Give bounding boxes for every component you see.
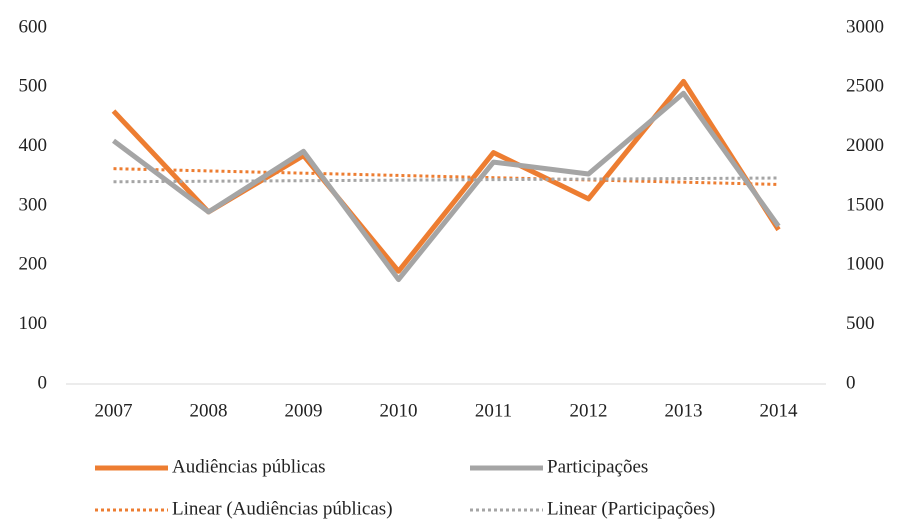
x-tick-label: 2009 [285,400,323,421]
trendline [113,176,779,184]
y-tick-label: 400 [19,135,48,156]
x-tick-label: 2014 [760,400,799,421]
y-tick-label: 300 [19,194,48,215]
y-tick-label: 0 [38,372,48,393]
x-tick-label: 2007 [95,400,133,421]
legend-label: Linear (Audiências públicas) [172,498,393,519]
x-tick-label: 2008 [190,400,228,421]
x-tick-label: 2010 [380,400,418,421]
series-line [112,90,781,283]
y2-tick-label: 0 [846,372,856,393]
y2-tick-label: 1000 [846,254,884,275]
y2-tick-label: 1500 [846,194,884,215]
y2-tick-label: 3000 [846,16,884,37]
y2-tick-label: 2000 [846,135,884,156]
y2-tick-label: 500 [846,313,875,334]
y-tick-label: 500 [19,76,48,97]
legend-label: Audiências públicas [172,456,326,477]
x-tick-label: 2011 [475,400,512,421]
y2-tick-label: 2500 [846,76,884,97]
x-tick-label: 2013 [665,400,703,421]
y-tick-label: 200 [19,254,48,275]
legend-label: Linear (Participações) [547,498,715,519]
y-tick-label: 100 [19,313,48,334]
trendline [113,167,779,186]
x-tick-label: 2012 [570,400,608,421]
legend-label: Participações [547,456,648,477]
y-tick-label: 600 [19,16,48,37]
